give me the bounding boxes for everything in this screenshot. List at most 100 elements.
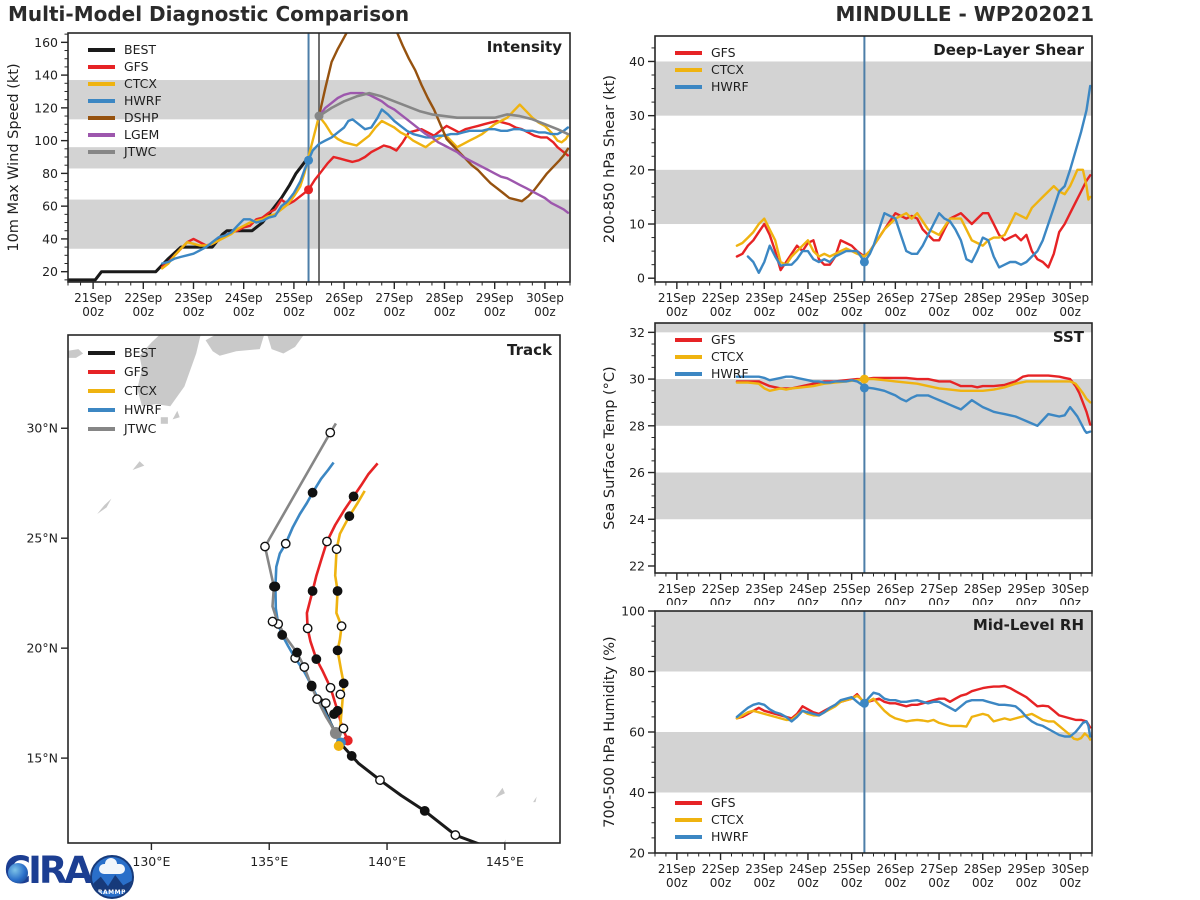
svg-text:00z: 00z <box>753 876 775 890</box>
svg-text:30Sep: 30Sep <box>526 291 564 305</box>
svg-text:30Sep: 30Sep <box>1051 582 1089 596</box>
svg-text:22Sep: 22Sep <box>702 862 740 876</box>
track-marker <box>346 751 357 761</box>
series-dshp <box>317 33 570 203</box>
cloud-icon <box>99 858 125 874</box>
svg-text:100: 100 <box>621 605 645 619</box>
land-polygon <box>68 349 84 358</box>
svg-text:24: 24 <box>629 512 645 527</box>
svg-text:145°E: 145°E <box>486 854 524 869</box>
svg-text:CTCX: CTCX <box>711 812 744 827</box>
track-marker <box>269 581 279 592</box>
svg-text:26: 26 <box>629 465 645 480</box>
land-polygon <box>97 498 112 514</box>
svg-text:00z: 00z <box>710 596 732 605</box>
svg-text:DSHP: DSHP <box>124 110 159 125</box>
land-polygon <box>132 461 145 470</box>
svg-text:27Sep: 27Sep <box>920 291 958 305</box>
svg-text:135°E: 135°E <box>250 854 288 869</box>
svg-text:00z: 00z <box>972 876 994 890</box>
track-marker <box>450 830 461 840</box>
track-marker <box>302 623 313 634</box>
series-hwrf <box>160 108 570 265</box>
svg-text:21Sep: 21Sep <box>658 862 696 876</box>
track-marker <box>312 694 322 705</box>
track-marker <box>306 681 317 692</box>
svg-text:22Sep: 22Sep <box>124 291 162 305</box>
svg-text:00z: 00z <box>797 305 819 318</box>
series-jtwc <box>317 91 570 136</box>
track-marker <box>325 682 336 693</box>
svg-text:CTCX: CTCX <box>711 62 744 77</box>
svg-text:40: 40 <box>629 785 645 800</box>
svg-text:100: 100 <box>34 133 58 148</box>
svg-text:28: 28 <box>629 418 645 433</box>
svg-text:00z: 00z <box>384 305 406 319</box>
svg-text:00z: 00z <box>753 305 775 318</box>
svg-text:60: 60 <box>629 725 645 740</box>
svg-text:00z: 00z <box>1059 876 1081 890</box>
svg-text:00z: 00z <box>666 596 688 605</box>
svg-text:30: 30 <box>629 108 645 123</box>
track-best <box>319 698 480 843</box>
svg-text:00z: 00z <box>710 876 732 890</box>
svg-text:BEST: BEST <box>124 42 156 57</box>
svg-text:22Sep: 22Sep <box>702 291 740 305</box>
svg-text:00z: 00z <box>928 596 950 605</box>
svg-text:140: 140 <box>34 68 58 83</box>
svg-text:32: 32 <box>629 325 645 340</box>
svg-text:00z: 00z <box>797 596 819 605</box>
track-marker <box>307 586 318 596</box>
panel-label: Mid-Level RH <box>973 616 1084 634</box>
svg-text:00z: 00z <box>710 305 732 318</box>
track-hwrf <box>274 461 342 744</box>
svg-text:60: 60 <box>42 199 58 214</box>
svg-text:GFS: GFS <box>711 795 736 810</box>
svg-text:00z: 00z <box>753 596 775 605</box>
track-marker <box>348 491 359 502</box>
svg-text:22Sep: 22Sep <box>702 582 740 596</box>
track-marker <box>331 544 342 555</box>
svg-text:GFS: GFS <box>124 364 149 379</box>
series-ctcx <box>735 377 1092 404</box>
svg-text:JTWC: JTWC <box>123 421 157 436</box>
track-marker <box>419 805 430 816</box>
svg-text:00z: 00z <box>233 305 255 319</box>
series-ctcx <box>160 103 570 270</box>
track-marker <box>299 662 310 672</box>
svg-text:26Sep: 26Sep <box>876 862 914 876</box>
svg-text:00z: 00z <box>534 305 556 319</box>
svg-text:00z: 00z <box>972 596 994 605</box>
svg-text:21Sep: 21Sep <box>658 582 696 596</box>
category-band <box>655 732 1092 793</box>
svg-text:15°N: 15°N <box>26 751 58 766</box>
rh-panel: 21Sep00z22Sep00z23Sep00z24Sep00z25Sep00z… <box>602 605 1093 890</box>
svg-text:25Sep: 25Sep <box>833 291 871 305</box>
svg-text:CTCX: CTCX <box>124 383 157 398</box>
svg-text:00z: 00z <box>972 305 994 318</box>
panel-label: Track <box>507 341 553 359</box>
svg-text:26Sep: 26Sep <box>876 291 914 305</box>
category-band <box>655 61 1092 116</box>
land-polygon <box>495 787 505 798</box>
series-gfs <box>735 374 1092 426</box>
svg-text:BEST: BEST <box>124 345 156 360</box>
svg-text:30Sep: 30Sep <box>1051 291 1089 305</box>
svg-text:25Sep: 25Sep <box>833 862 871 876</box>
land-polygon <box>205 335 265 356</box>
svg-text:130°E: 130°E <box>132 854 170 869</box>
track-marker <box>335 689 346 700</box>
svg-text:30: 30 <box>629 372 645 387</box>
svg-text:00z: 00z <box>1016 305 1038 318</box>
init-dot <box>304 155 314 165</box>
series-hwrf <box>746 84 1092 274</box>
track-marker <box>280 538 291 549</box>
svg-text:24Sep: 24Sep <box>789 862 827 876</box>
track-marker <box>338 678 349 689</box>
svg-text:00z: 00z <box>928 305 950 318</box>
init-dot <box>859 383 869 393</box>
globe-icon <box>8 863 28 883</box>
svg-text:21Sep: 21Sep <box>658 291 696 305</box>
track-marker <box>332 705 343 716</box>
